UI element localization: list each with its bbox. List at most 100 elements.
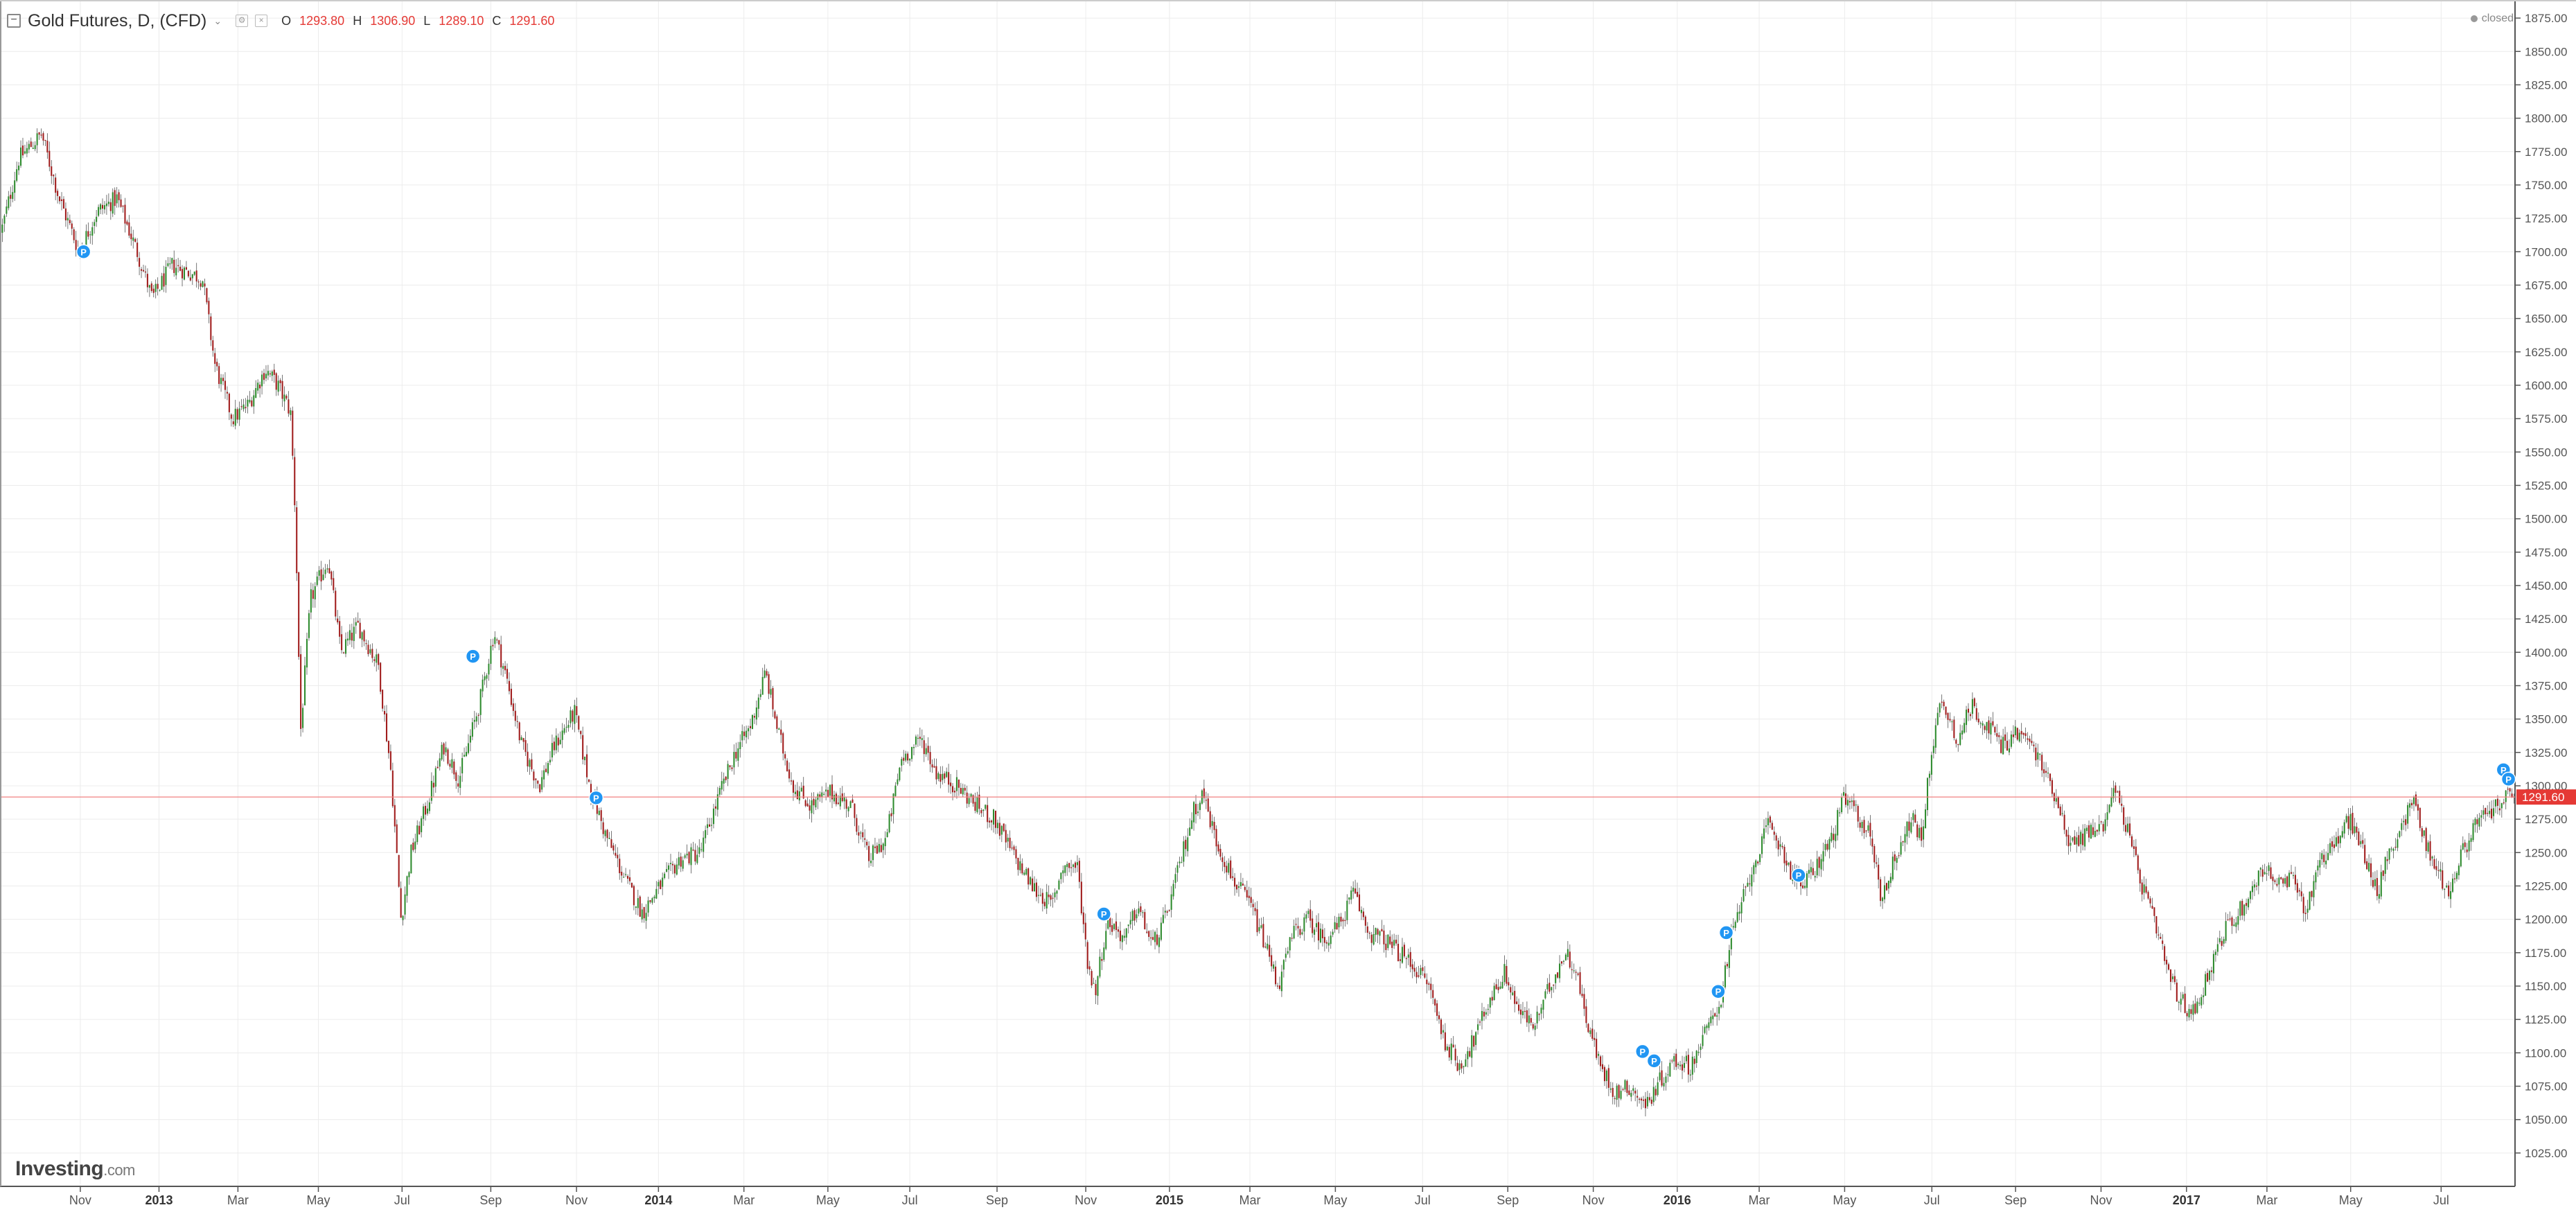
candle-up [1971, 699, 1973, 714]
instrument-title[interactable]: Gold Futures, D, (CFD) [28, 10, 207, 30]
candle-up [404, 894, 406, 915]
candle-up [1740, 902, 1743, 914]
candle-up [459, 775, 461, 788]
candle-down [2033, 744, 2035, 746]
price-tick-label: 1175.00 [2525, 947, 2566, 960]
event-marker-icon[interactable]: P [465, 649, 481, 664]
candle-down [2282, 878, 2284, 884]
candle-down [1581, 994, 1583, 996]
candle-up [664, 873, 666, 879]
candle-up [2257, 870, 2259, 886]
candle-down [1088, 966, 1091, 970]
candle-up [2266, 873, 2268, 875]
candle-up [1000, 825, 1003, 835]
event-marker-icon[interactable]: P [2500, 771, 2516, 787]
candle-up [1387, 934, 1389, 949]
candle-down [432, 782, 434, 788]
candle-up [100, 204, 102, 210]
candle-down [341, 634, 343, 651]
candle-down [880, 845, 882, 852]
time-tick-label: 2013 [145, 1193, 173, 1207]
candle-down [714, 806, 716, 809]
candle-down [1532, 1024, 1534, 1029]
candle-down [535, 778, 537, 780]
candle-up [167, 263, 169, 266]
candle-up [1700, 1046, 1702, 1051]
candle-down [806, 803, 809, 807]
candle-down [1203, 788, 1205, 798]
price-tick-label: 1400.00 [2525, 646, 2567, 659]
candle-down [2173, 976, 2176, 983]
candle-down [633, 886, 635, 906]
candle-down [923, 740, 925, 755]
event-marker-icon[interactable]: P [1718, 925, 1734, 940]
event-marker-icon[interactable]: P [1791, 868, 1806, 883]
collapse-legend-button[interactable]: − [7, 14, 21, 28]
candle-down [1549, 983, 1551, 992]
candle-down [53, 175, 55, 177]
candle-down [2358, 831, 2360, 845]
candle-down [1434, 999, 1436, 1005]
event-marker-icon[interactable]: P [1711, 983, 1726, 999]
candle-up [326, 568, 328, 570]
candle-up [2205, 974, 2207, 996]
candle-down [1947, 712, 1949, 720]
candle-down [1275, 966, 1277, 985]
candle-down [296, 507, 298, 574]
candle-up [2178, 1001, 2180, 1003]
candle-down [2435, 866, 2437, 870]
candle-down [1370, 934, 1373, 943]
event-marker-icon[interactable]: P [1096, 906, 1111, 922]
candle-down [1675, 1053, 1677, 1067]
candle-down [1880, 879, 1882, 902]
chevron-down-icon[interactable]: ⌄ [213, 15, 222, 26]
candle-up [1121, 935, 1123, 942]
candle-up [1900, 842, 1902, 855]
candle-down [2509, 788, 2511, 792]
event-marker-icon[interactable]: P [588, 790, 604, 806]
candle-down [2194, 1003, 2196, 1014]
candle-up [2462, 843, 2464, 850]
event-marker-icon[interactable]: P [76, 244, 91, 260]
candle-down [935, 766, 937, 780]
close-icon[interactable]: × [255, 15, 268, 27]
candle-down [447, 749, 449, 764]
candle-down [1217, 844, 1219, 852]
candle-down [1317, 922, 1320, 941]
candle-down [359, 622, 361, 639]
candle-down [518, 722, 520, 741]
time-tick-label: May [306, 1193, 330, 1207]
candle-down [2333, 844, 2335, 848]
time-tick-label: Mar [1749, 1193, 1770, 1207]
candle-down [991, 820, 993, 823]
candle-up [1867, 825, 1869, 831]
candle-down [958, 780, 960, 788]
candle-down [1614, 1098, 1616, 1099]
candle-down [232, 421, 234, 425]
candle-down [2186, 1012, 2188, 1017]
candle-up [502, 666, 504, 669]
candle-down [62, 199, 64, 209]
candle-up [811, 800, 813, 814]
candle-down [391, 770, 394, 807]
price-tick-label: 1500.00 [2525, 513, 2567, 526]
candle-down [335, 590, 337, 617]
investing-logo[interactable]: Investing.com [15, 1157, 135, 1181]
candle-down [1491, 996, 1493, 1001]
candle-down [948, 772, 950, 785]
candle-up [1887, 880, 1889, 889]
candle-up [955, 777, 958, 791]
candle-up [2458, 866, 2460, 876]
event-marker-icon[interactable]: P [1634, 1044, 1650, 1060]
candle-up [1314, 929, 1316, 935]
candle-up [737, 748, 739, 761]
candle-down [1344, 920, 1346, 921]
event-marker-icon[interactable]: P [1646, 1053, 1662, 1069]
candle-up [1046, 892, 1048, 908]
candle-up [1632, 1088, 1634, 1091]
settings-icon[interactable]: ⚙ [236, 15, 249, 27]
candle-up [2335, 837, 2337, 847]
candle-down [2272, 877, 2274, 881]
candle-up [1199, 802, 1201, 810]
